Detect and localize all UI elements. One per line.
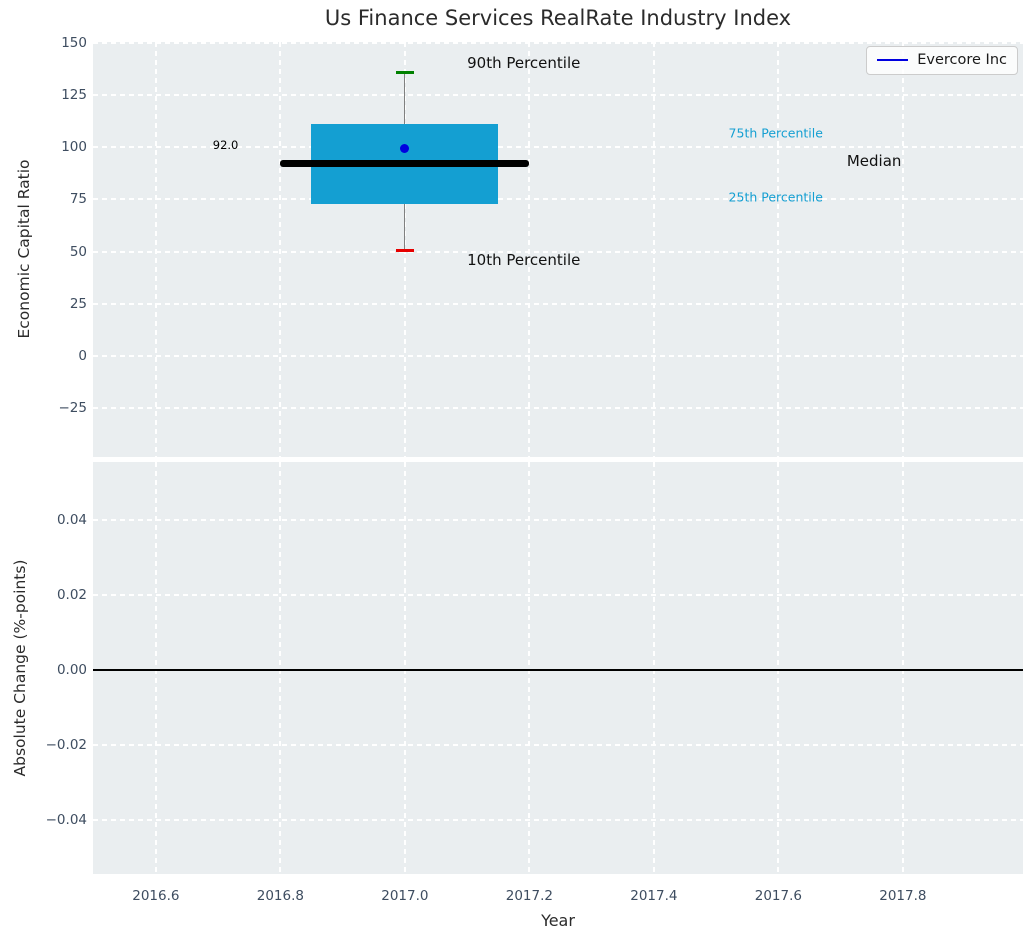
annotation: 10th Percentile [467,250,581,269]
y-tick-label: −25 [58,399,88,416]
y-gridline [93,198,1023,201]
median-line [280,160,530,168]
annotation: 92.0 [212,138,239,153]
x-gridline [154,462,157,874]
annotation: Median [846,151,902,170]
x-tick-label: 2016.8 [256,888,304,904]
x-axis-label: Year [541,911,575,930]
y-tick-label: 25 [69,295,87,312]
zero-line [93,669,1023,671]
bottom-plot-area [93,462,1023,874]
y-gridline [93,819,1023,822]
x-gridline [901,42,904,457]
y-tick-label: 125 [61,87,87,104]
annotation: 25th Percentile [728,189,823,205]
x-gridline [528,462,531,874]
x-tick-label: 2017.4 [630,888,678,904]
annotation: 90th Percentile [467,53,581,72]
x-gridline [154,42,157,457]
x-gridline [901,462,904,874]
y-tick-label: 0 [78,347,87,364]
y-gridline [93,594,1023,597]
x-gridline [777,42,780,457]
y-axis-label-bottom: Absolute Change (%-points) [11,559,29,777]
x-tick-label: 2017.8 [879,888,927,904]
y-tick-label: −0.04 [45,812,87,829]
y-tick-label: 0.02 [56,587,87,604]
p90-cap [395,70,415,74]
top-plot-area: Evercore Inc 92.0 90th Percentile 10th Per… [93,42,1023,457]
y-gridline [93,94,1023,97]
x-tick-label: 2017.2 [505,888,553,904]
y-gridline [93,406,1023,409]
x-tick-label: 2017.6 [754,888,802,904]
x-tick-label: 2017.0 [381,888,429,904]
legend-label: Evercore Inc [917,52,1007,68]
y-tick-label: 75 [69,191,87,208]
x-gridline [777,462,780,874]
y-tick-label: −0.02 [45,737,87,754]
x-gridline [279,42,282,457]
y-tick-label: 50 [69,243,87,260]
y-gridline [93,519,1023,522]
legend: Evercore Inc [866,46,1018,75]
y-gridline [93,354,1023,357]
annotation: 75th Percentile [728,125,823,141]
x-gridline [652,462,655,874]
y-tick-label: 150 [61,35,87,52]
y-tick-label: 100 [61,139,87,156]
legend-line-icon [877,59,909,61]
x-gridline [652,42,655,457]
chart-title: Us Finance Services RealRate Industry In… [324,6,792,30]
x-gridline [403,462,406,874]
x-gridline [279,462,282,874]
y-gridline [93,744,1023,747]
y-tick-label: 0.04 [56,512,87,529]
y-gridline [93,302,1023,305]
x-tick-label: 2016.6 [132,888,180,904]
p10-cap [395,249,415,253]
y-gridline [93,42,1023,45]
x-gridline [528,42,531,457]
y-tick-label: 0.00 [56,662,87,679]
